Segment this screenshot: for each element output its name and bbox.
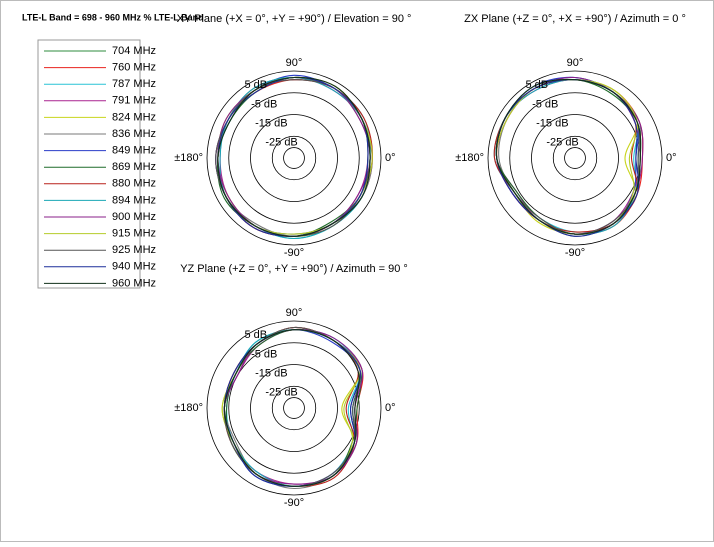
ring-label: 5 dB xyxy=(245,79,268,91)
ring-label: -15 dB xyxy=(255,367,287,379)
angle-label: ±180° xyxy=(174,152,203,164)
chart-title: YZ Plane (+Z = 0°, +Y = +90°) / Azimuth … xyxy=(180,263,408,275)
ring-label: -5 dB xyxy=(532,98,558,110)
legend-label: 869 MHz xyxy=(112,161,156,173)
grid-ring xyxy=(250,364,338,452)
ring-label: -5 dB xyxy=(251,98,277,110)
legend-label: 836 MHz xyxy=(112,128,156,140)
angle-label: 90° xyxy=(286,57,303,69)
angle-label: ±180° xyxy=(174,402,203,414)
ring-label: -25 dB xyxy=(546,137,578,149)
chart-title: ZX Plane (+Z = 0°, +X = +90°) / Azimuth … xyxy=(464,13,686,25)
angle-label: -90° xyxy=(284,497,304,509)
legend-label: 900 MHz xyxy=(112,211,156,223)
legend-label: 940 MHz xyxy=(112,261,156,273)
legend: 704 MHz 760 MHz 787 MHz 791 MHz 824 MHz 836 M… xyxy=(44,45,156,289)
angle-label: -90° xyxy=(284,247,304,259)
polar-chart: XY Plane (+X = 0°, +Y = +90°) / Elevatio… xyxy=(174,13,411,259)
ring-label: -5 dB xyxy=(251,348,277,360)
ring-label: -25 dB xyxy=(265,137,297,149)
legend-box xyxy=(37,39,141,289)
pattern-line xyxy=(223,329,360,487)
legend-label: 824 MHz xyxy=(112,111,156,123)
angle-label: 0° xyxy=(385,402,396,414)
angle-label: 0° xyxy=(385,152,396,164)
grid-ring xyxy=(531,114,619,202)
angle-label: 90° xyxy=(567,57,584,69)
legend-label: 791 MHz xyxy=(112,95,156,107)
ring-label: -25 dB xyxy=(265,387,297,399)
legend-label: 925 MHz xyxy=(112,244,156,256)
legend-label: 787 MHz xyxy=(112,78,156,90)
legend-label: 880 MHz xyxy=(112,178,156,190)
legend-label: 760 MHz xyxy=(112,62,156,74)
grid-ring xyxy=(552,135,598,181)
pattern-line xyxy=(495,78,642,235)
grid-ring xyxy=(206,320,382,496)
polar-chart: YZ Plane (+Z = 0°, +Y = +90°) / Azimuth … xyxy=(174,263,408,509)
grid-ring xyxy=(228,92,360,224)
polar-chart: ZX Plane (+Z = 0°, +X = +90°) / Azimuth … xyxy=(455,13,686,259)
ring-label: 5 dB xyxy=(245,329,268,341)
grid-ring xyxy=(487,70,663,246)
center-ring xyxy=(283,147,305,169)
chart-title: XY Plane (+X = 0°, +Y = +90°) / Elevatio… xyxy=(177,13,412,25)
ring-label: -15 dB xyxy=(255,117,287,129)
center-ring xyxy=(564,147,586,169)
grid-ring xyxy=(250,114,338,202)
legend-label: 894 MHz xyxy=(112,194,156,206)
ring-label: -15 dB xyxy=(536,117,568,129)
pattern-line xyxy=(217,76,371,237)
legend-label: 704 MHz xyxy=(112,45,156,57)
grid-ring xyxy=(228,342,360,474)
angle-label: -90° xyxy=(565,247,585,259)
ring-label: 5 dB xyxy=(526,79,549,91)
grid-ring xyxy=(271,385,317,431)
legend-label: 915 MHz xyxy=(112,228,156,240)
legend-label: 849 MHz xyxy=(112,145,156,157)
center-ring xyxy=(283,397,305,419)
angle-label: 0° xyxy=(666,152,677,164)
page-title: LTE-L Band = 698 - 960 MHz % LTE-L Band xyxy=(22,12,204,22)
angle-label: ±180° xyxy=(455,152,484,164)
grid-ring xyxy=(206,70,382,246)
grid-ring xyxy=(271,135,317,181)
angle-label: 90° xyxy=(286,307,303,319)
legend-label: 960 MHz xyxy=(112,277,156,289)
